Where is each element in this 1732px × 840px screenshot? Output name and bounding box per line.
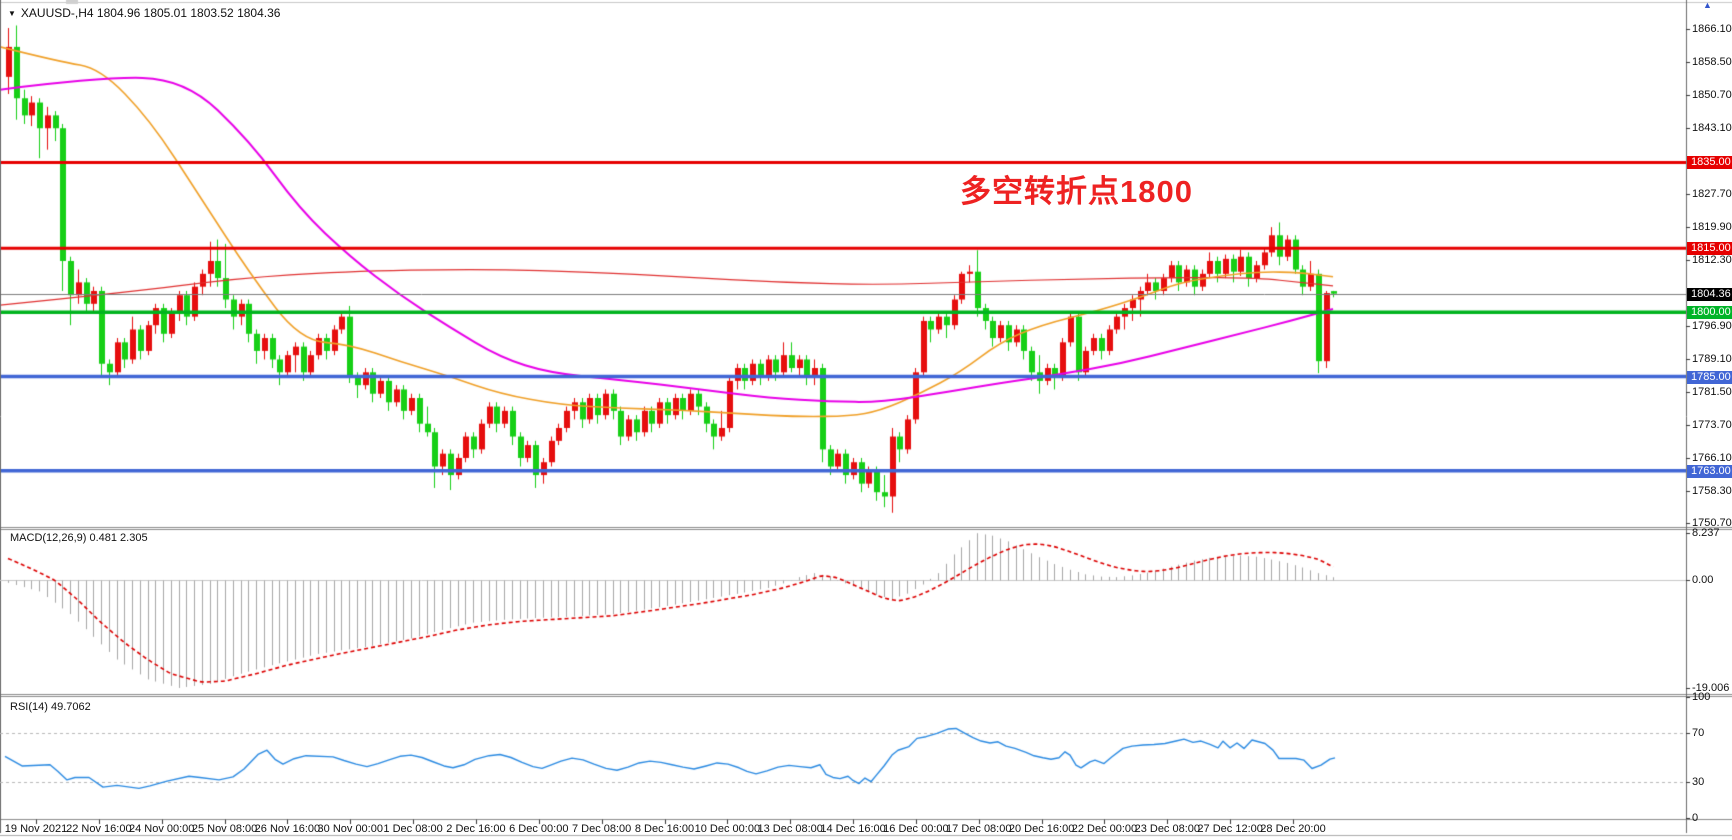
rsi-indicator-label: RSI(14) 49.7062 [10, 701, 91, 713]
time-axis-label: 27 Dec 12:00 [1197, 823, 1263, 835]
macd-axis-label: 0.00 [1692, 574, 1714, 586]
time-axis-label: 24 Nov 00:00 [128, 823, 195, 835]
price-axis-label: 1819.90 [1692, 221, 1732, 234]
price-annotation[interactable]: 多空转折点1800 [960, 174, 1193, 209]
time-axis-label: 7 Dec 08:00 [571, 823, 632, 835]
price-badge: 1785.00 [1687, 371, 1732, 384]
time-axis-label: 17 Dec 08:00 [946, 823, 1012, 835]
price-axis-label: 1758.30 [1692, 484, 1732, 497]
rsi-axis-label: 70 [1692, 727, 1705, 740]
rsi-axis-label: 0 [1692, 812, 1699, 824]
price-axis-label: 1850.70 [1692, 89, 1732, 102]
time-axis-label: 22 Nov 16:00 [66, 823, 132, 835]
time-axis-label: 25 Nov 08:00 [191, 823, 258, 835]
time-axis-label: 22 Dec 00:00 [1071, 823, 1138, 835]
scroll-up-icon[interactable]: ▲ [1703, 0, 1712, 10]
price-axis-label: 1796.90 [1692, 319, 1732, 332]
time-axis-label: 6 Dec 00:00 [509, 823, 569, 835]
chart-title: ▼ XAUUSD-,H4 1804.96 1805.01 1803.52 1804… [8, 6, 280, 20]
macd-indicator-label: MACD(12,26,9) 0.481 2.305 [10, 532, 148, 544]
price-axis-label: 1858.50 [1692, 55, 1732, 68]
price-badge: 1835.00 [1687, 156, 1732, 169]
time-axis-label: 13 Dec 08:00 [757, 823, 823, 835]
time-axis-label: 8 Dec 16:00 [634, 823, 695, 835]
time-axis-label: 14 Dec 16:00 [820, 823, 886, 835]
price-axis-label: 1827.70 [1692, 187, 1732, 200]
price-axis-label: 1750.70 [1692, 517, 1732, 530]
time-axis-label: 10 Dec 00:00 [694, 823, 761, 835]
collapse-arrow-icon[interactable]: ▼ [8, 9, 16, 18]
time-axis-label: 30 Nov 00:00 [317, 823, 383, 835]
price-axis-label: 1789.10 [1692, 353, 1732, 366]
symbol-ohlc-readout: XAUUSD-,H4 1804.96 1805.01 1803.52 1804.… [20, 6, 281, 20]
rsi-axis-label: 30 [1692, 775, 1705, 788]
price-badge: 1800.00 [1687, 306, 1732, 319]
price-axis-label: 1766.10 [1692, 451, 1732, 464]
rsi-axis-label: 100 [1692, 691, 1711, 703]
price-axis-label: 1866.10 [1692, 23, 1732, 36]
time-axis-label: 23 Dec 08:00 [1134, 823, 1201, 835]
time-axis-label: 1 Dec 08:00 [383, 823, 443, 835]
price-badge: 1815.00 [1687, 242, 1732, 255]
macd-axis-label: 8.237 [1692, 527, 1720, 540]
time-axis-label: 20 Dec 16:00 [1008, 823, 1075, 835]
price-axis-label: 1781.50 [1692, 385, 1732, 398]
time-axis-label: 2 Dec 16:00 [446, 823, 506, 835]
time-axis-label: 16 Dec 00:00 [883, 823, 949, 835]
price-axis-label: 1773.70 [1692, 418, 1732, 431]
time-axis-label: 19 Nov 2021 [4, 823, 68, 835]
time-axis-label: 26 Nov 16:00 [254, 823, 321, 835]
price-axis-label: 1812.30 [1692, 253, 1732, 266]
price-badge: 1763.00 [1687, 465, 1732, 478]
time-axis-label: 28 Dec 20:00 [1260, 823, 1326, 835]
macd-axis-label: -19.006 [1692, 681, 1730, 694]
price-axis-label: 1843.10 [1692, 121, 1732, 134]
price-badge: 1804.36 [1687, 288, 1732, 301]
